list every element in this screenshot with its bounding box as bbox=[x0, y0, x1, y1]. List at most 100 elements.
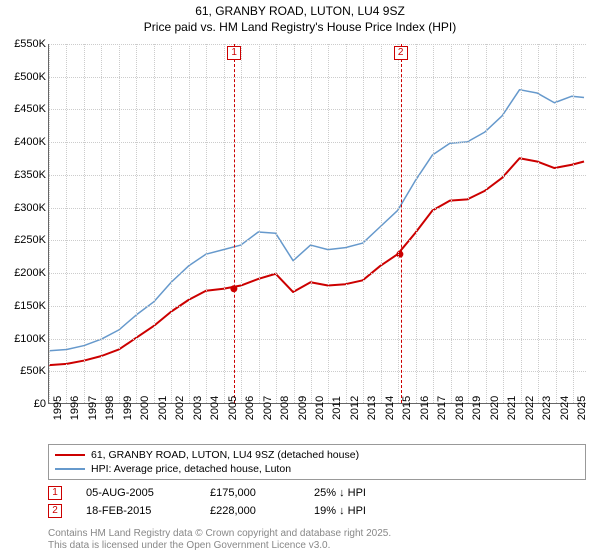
legend-swatch-property bbox=[55, 454, 85, 456]
sale-marker-box: 2 bbox=[394, 46, 408, 60]
x-gridline bbox=[328, 44, 329, 403]
x-tick-label: 2010 bbox=[314, 396, 326, 420]
x-gridline bbox=[538, 44, 539, 403]
x-gridline bbox=[154, 44, 155, 403]
x-gridline bbox=[241, 44, 242, 403]
x-gridline bbox=[224, 44, 225, 403]
x-tick-label: 2022 bbox=[524, 396, 536, 420]
x-tick-label: 2017 bbox=[436, 396, 448, 420]
x-gridline bbox=[433, 44, 434, 403]
transaction-price: £228,000 bbox=[210, 505, 290, 517]
x-gridline bbox=[119, 44, 120, 403]
x-tick-label: 2021 bbox=[506, 396, 518, 420]
x-tick-label: 2007 bbox=[262, 396, 274, 420]
x-gridline bbox=[171, 44, 172, 403]
transaction-date: 05-AUG-2005 bbox=[86, 487, 186, 499]
transaction-price: £175,000 bbox=[210, 487, 290, 499]
transaction-row: 1 05-AUG-2005 £175,000 25% ↓ HPI bbox=[48, 484, 414, 502]
x-gridline bbox=[381, 44, 382, 403]
transaction-marker-2: 2 bbox=[48, 504, 62, 518]
x-gridline bbox=[276, 44, 277, 403]
sale-marker-box: 1 bbox=[227, 46, 241, 60]
y-gridline bbox=[49, 371, 586, 372]
x-gridline bbox=[451, 44, 452, 403]
x-gridline bbox=[416, 44, 417, 403]
title-line2: Price paid vs. HM Land Registry's House … bbox=[0, 20, 600, 36]
transaction-date: 18-FEB-2015 bbox=[86, 505, 186, 517]
x-gridline bbox=[363, 44, 364, 403]
x-gridline bbox=[468, 44, 469, 403]
y-tick-label: £150K bbox=[14, 300, 46, 312]
x-tick-label: 2011 bbox=[331, 396, 343, 420]
title-line1: 61, GRANBY ROAD, LUTON, LU4 9SZ bbox=[0, 4, 600, 20]
x-tick-label: 2012 bbox=[349, 396, 361, 420]
y-gridline bbox=[49, 208, 586, 209]
x-gridline bbox=[101, 44, 102, 403]
y-tick-label: £250K bbox=[14, 234, 46, 246]
y-gridline bbox=[49, 273, 586, 274]
x-gridline bbox=[206, 44, 207, 403]
y-tick-label: £350K bbox=[14, 169, 46, 181]
y-tick-label: £50K bbox=[20, 365, 46, 377]
transactions-table: 1 05-AUG-2005 £175,000 25% ↓ HPI 2 18-FE… bbox=[48, 484, 414, 520]
x-tick-label: 2013 bbox=[366, 396, 378, 420]
transaction-row: 2 18-FEB-2015 £228,000 19% ↓ HPI bbox=[48, 502, 414, 520]
x-tick-label: 1998 bbox=[104, 396, 116, 420]
y-gridline bbox=[49, 339, 586, 340]
transaction-diff: 25% ↓ HPI bbox=[314, 487, 414, 499]
x-tick-label: 2004 bbox=[209, 396, 221, 420]
y-gridline bbox=[49, 240, 586, 241]
x-tick-label: 2023 bbox=[541, 396, 553, 420]
x-gridline bbox=[486, 44, 487, 403]
x-tick-label: 2002 bbox=[174, 396, 186, 420]
x-gridline bbox=[259, 44, 260, 403]
x-tick-label: 2024 bbox=[559, 396, 571, 420]
attribution-line2: This data is licensed under the Open Gov… bbox=[48, 540, 391, 552]
x-gridline bbox=[556, 44, 557, 403]
x-gridline bbox=[136, 44, 137, 403]
legend-label-hpi: HPI: Average price, detached house, Luto… bbox=[91, 463, 291, 475]
plot-area: 12 bbox=[48, 44, 586, 404]
x-gridline bbox=[573, 44, 574, 403]
x-gridline bbox=[189, 44, 190, 403]
x-tick-label: 2020 bbox=[489, 396, 501, 420]
y-tick-label: £500K bbox=[14, 71, 46, 83]
x-tick-label: 1995 bbox=[52, 396, 64, 420]
x-gridline bbox=[398, 44, 399, 403]
y-gridline bbox=[49, 109, 586, 110]
x-tick-label: 2001 bbox=[157, 396, 169, 420]
legend-item-hpi: HPI: Average price, detached house, Luto… bbox=[55, 462, 579, 476]
sale-marker-line bbox=[401, 44, 402, 403]
x-tick-label: 2014 bbox=[384, 396, 396, 420]
x-tick-label: 2008 bbox=[279, 396, 291, 420]
y-gridline bbox=[49, 142, 586, 143]
legend-swatch-hpi bbox=[55, 468, 85, 470]
x-tick-label: 1997 bbox=[87, 396, 99, 420]
x-gridline bbox=[346, 44, 347, 403]
y-tick-label: £450K bbox=[14, 103, 46, 115]
transaction-marker-1: 1 bbox=[48, 486, 62, 500]
y-gridline bbox=[49, 306, 586, 307]
x-tick-label: 2016 bbox=[419, 396, 431, 420]
plot-svg bbox=[49, 44, 586, 403]
x-gridline bbox=[49, 44, 50, 403]
x-gridline bbox=[84, 44, 85, 403]
x-gridline bbox=[521, 44, 522, 403]
x-tick-label: 2000 bbox=[139, 396, 151, 420]
x-tick-label: 1999 bbox=[122, 396, 134, 420]
legend-item-property: 61, GRANBY ROAD, LUTON, LU4 9SZ (detache… bbox=[55, 448, 579, 462]
y-tick-label: £400K bbox=[14, 136, 46, 148]
x-gridline bbox=[311, 44, 312, 403]
x-gridline bbox=[294, 44, 295, 403]
y-gridline bbox=[49, 77, 586, 78]
y-gridline bbox=[49, 44, 586, 45]
x-gridline bbox=[503, 44, 504, 403]
y-tick-label: £100K bbox=[14, 333, 46, 345]
x-tick-label: 2003 bbox=[192, 396, 204, 420]
attribution-line1: Contains HM Land Registry data © Crown c… bbox=[48, 528, 391, 540]
x-tick-label: 2009 bbox=[297, 396, 309, 420]
legend: 61, GRANBY ROAD, LUTON, LU4 9SZ (detache… bbox=[48, 444, 586, 480]
x-tick-label: 2006 bbox=[244, 396, 256, 420]
y-tick-label: £550K bbox=[14, 38, 46, 50]
x-tick-label: 1996 bbox=[69, 396, 81, 420]
